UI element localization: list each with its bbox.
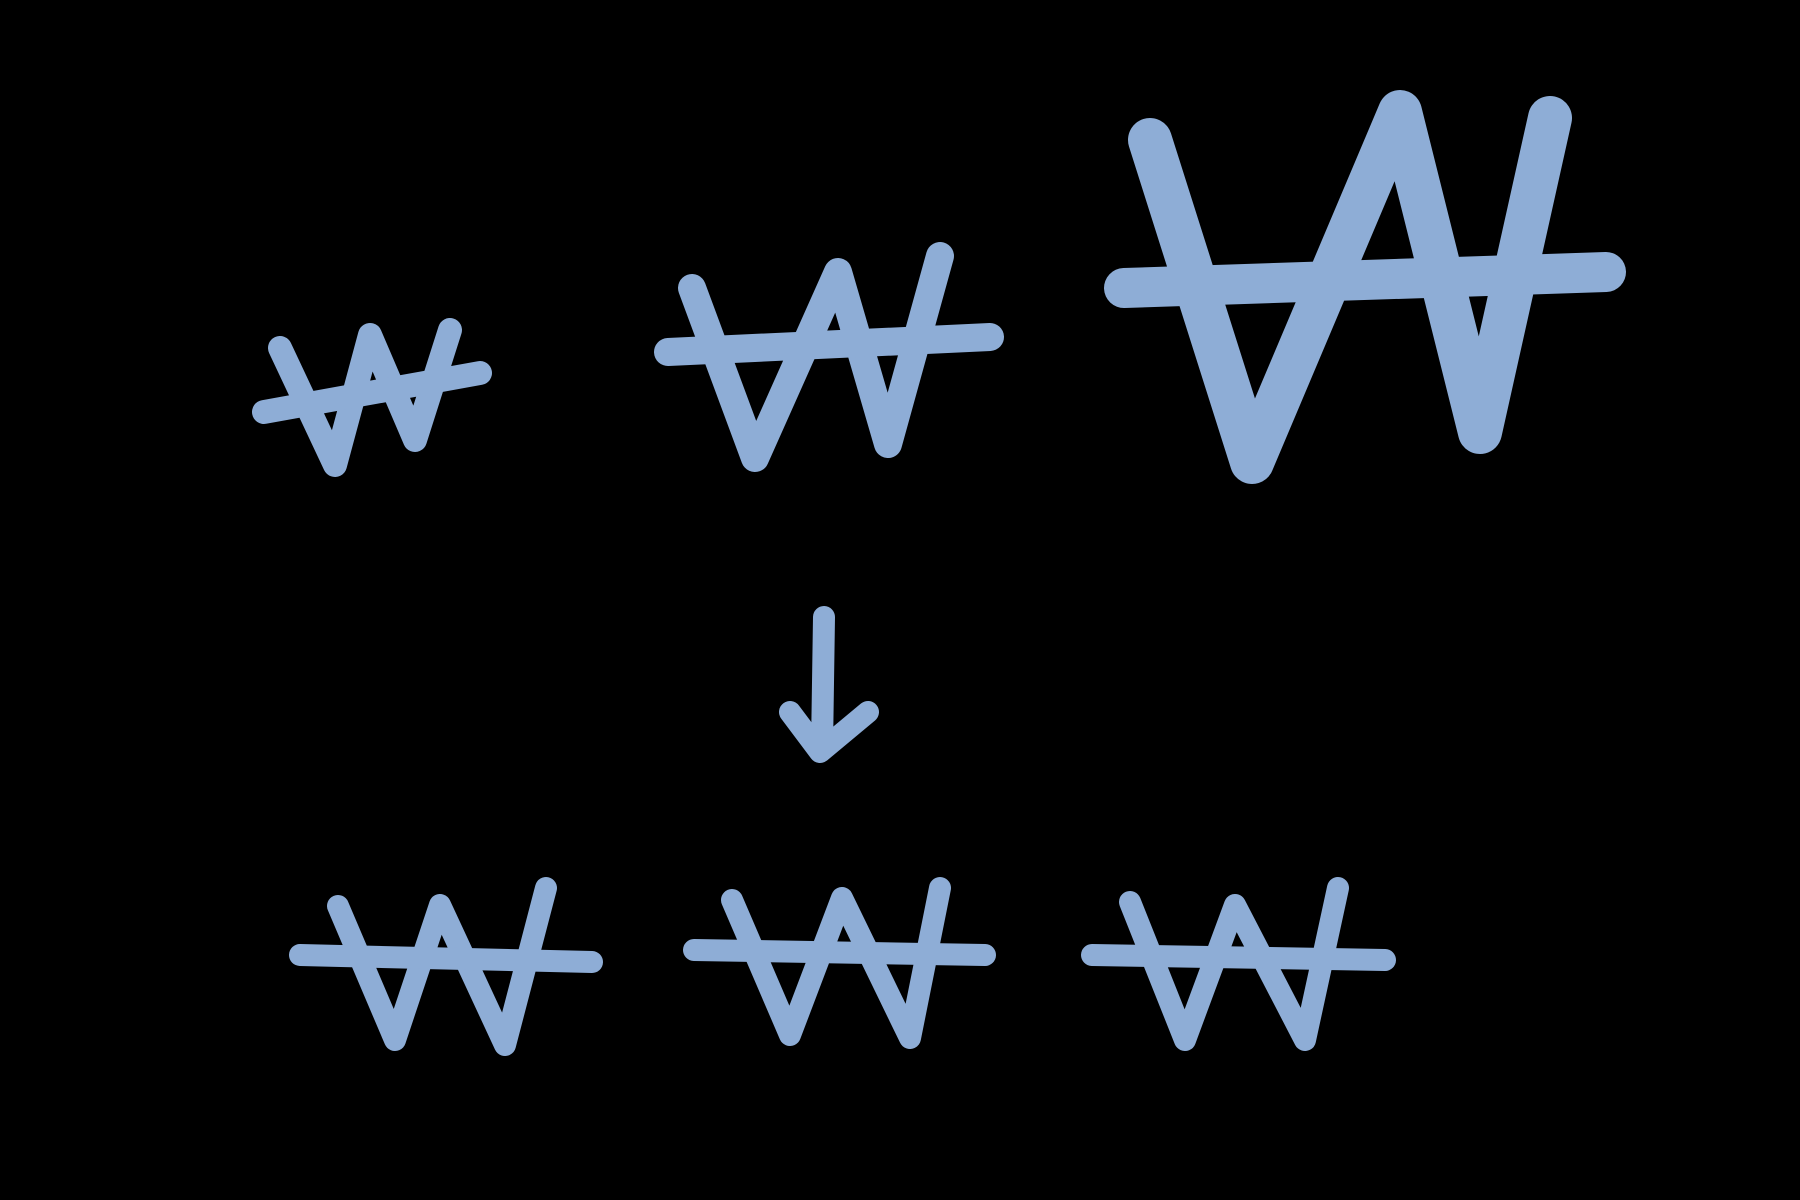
won-symbol-large [1104, 90, 1626, 484]
won-medium-w-stroke [678, 242, 954, 472]
top-row [252, 90, 1626, 484]
won-symbol-medium [654, 242, 1004, 472]
won-normalized-1-w-stroke [327, 877, 557, 1056]
arrow-down-icon [779, 606, 879, 763]
won-symbol-normalized-1 [289, 877, 603, 1056]
won-small-w-stroke [268, 318, 462, 477]
won-symbol-small [252, 318, 492, 477]
won-normalized-2-w-stroke [721, 877, 951, 1049]
won-symbol-normalized-2 [683, 877, 996, 1049]
bottom-row [289, 877, 1396, 1056]
won-normalized-1-bar [289, 944, 603, 973]
won-small-bar [252, 361, 492, 424]
won-medium-bar [654, 323, 1004, 366]
won-normalized-3-w-stroke [1119, 877, 1349, 1051]
won-symbol-normalized-3 [1081, 877, 1396, 1051]
won-normalized-3-bar [1081, 944, 1396, 971]
arrow-shaft [811, 606, 835, 759]
won-large-bar [1104, 252, 1626, 308]
arrow-head [779, 701, 879, 763]
won-normalized-2-bar [683, 939, 996, 966]
won-large-w-stroke [1128, 90, 1572, 484]
